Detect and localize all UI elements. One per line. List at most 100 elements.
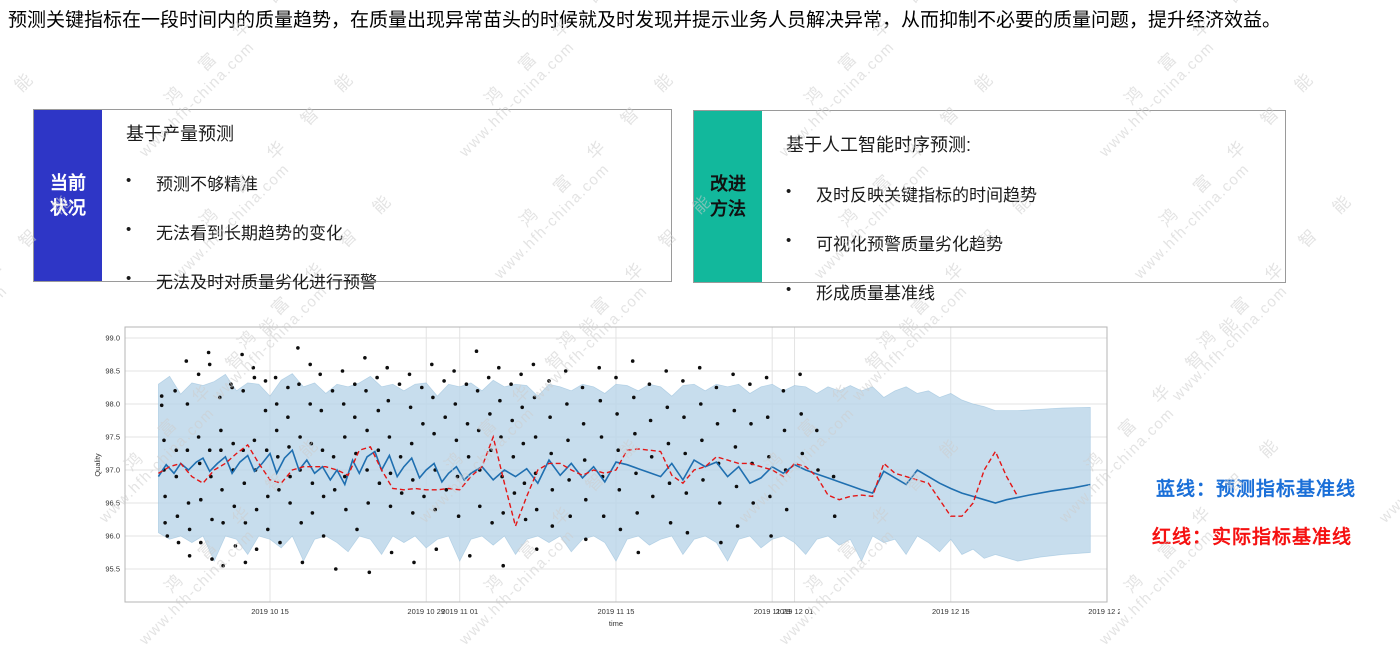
scatter-point	[666, 441, 671, 446]
scatter-point	[584, 537, 588, 542]
plot-frame	[124, 326, 1108, 603]
quality-trend-chart: 95.5 96.0 96.5 97.0 97.5 98.0 98.5 99.0 2019 10 …	[88, 317, 1126, 628]
scatter-point	[599, 435, 604, 439]
scatter-point	[456, 514, 461, 518]
scatter-point	[365, 428, 369, 433]
scatter-point	[174, 474, 179, 479]
scatter-point	[319, 408, 324, 413]
scatter-point	[615, 412, 619, 416]
scatter-point	[523, 517, 528, 522]
bullet-icon: •	[126, 172, 132, 189]
scatter-point	[341, 402, 346, 406]
scatter-point	[511, 455, 516, 459]
scatter-point	[433, 507, 438, 512]
scatter-point	[196, 435, 201, 439]
scatter-point	[455, 474, 460, 479]
scatter-point	[563, 369, 568, 373]
scatter-point	[331, 455, 336, 459]
scatter-point	[464, 382, 469, 386]
scatter-point	[163, 521, 167, 525]
scatter-point	[251, 365, 256, 370]
scatter-point	[582, 458, 587, 462]
scatter-point	[749, 422, 753, 426]
scatter-point	[344, 507, 348, 512]
scatter-point	[254, 547, 259, 551]
scatter-point	[714, 385, 719, 390]
scatter-point	[584, 497, 588, 502]
scatter-point	[308, 402, 312, 406]
x-axis-title: time	[609, 619, 623, 627]
scatter-point	[297, 382, 301, 386]
scatter-point	[388, 471, 393, 476]
scatter-point	[165, 534, 170, 538]
scatter-point	[731, 372, 735, 377]
scatter-point	[366, 501, 371, 505]
scatter-point	[682, 415, 686, 419]
scatter-point	[375, 375, 379, 380]
scatter-point	[376, 408, 381, 413]
scatter-point	[683, 451, 687, 456]
watermark-brand-text: 鸿 富 华 智 能	[0, 427, 11, 597]
scatter-point	[299, 521, 303, 525]
scatter-point	[332, 488, 337, 492]
scatter-point	[497, 365, 501, 370]
scatter-point	[421, 422, 425, 426]
scatter-point	[376, 448, 381, 452]
scatter-point	[254, 507, 259, 512]
bullet-text: 及时反映关键指标的时间趋势	[816, 186, 1037, 205]
scatter-point	[432, 431, 436, 436]
scatter-point	[300, 560, 305, 565]
scatter-point	[207, 362, 212, 367]
scatter-point	[365, 468, 369, 472]
chart-svg: 95.5 96.0 96.5 97.0 97.5 98.0 98.5 99.0 2019 10 …	[88, 317, 1126, 628]
scatter-point	[618, 527, 623, 532]
scatter-point	[364, 389, 368, 393]
scatter-point	[399, 491, 404, 495]
bullet-text: 预测不够精准	[156, 175, 258, 194]
scatter-point	[681, 379, 685, 383]
scatter-point	[243, 560, 248, 565]
scatter-point	[565, 402, 569, 406]
scatter-point	[276, 455, 280, 459]
scatter-point	[206, 350, 211, 355]
scatter-point	[632, 395, 636, 400]
scatter-point	[501, 511, 506, 515]
scatter-point	[831, 474, 836, 479]
scatter-point	[566, 438, 570, 443]
scatter-point	[367, 570, 372, 575]
scatter-point	[476, 428, 481, 433]
scatter-point	[798, 372, 802, 377]
scatter-point	[700, 438, 704, 443]
scatter-point	[240, 352, 244, 357]
y-tick-label: 99.0	[105, 334, 120, 343]
scatter-point	[649, 455, 654, 459]
scatter-point	[210, 517, 214, 522]
scatter-point	[241, 389, 245, 393]
x-tick-label: 2019 10 29	[407, 607, 445, 616]
scatter-point	[475, 389, 480, 393]
scatter-point	[567, 478, 571, 482]
scatter-point	[310, 481, 315, 485]
scatter-point	[377, 481, 382, 485]
scatter-point	[699, 402, 703, 406]
scatter-point	[685, 530, 690, 535]
scatter-point	[310, 511, 315, 515]
scatter-point	[701, 478, 705, 482]
prediction-line	[157, 448, 1091, 504]
scatter-point	[764, 375, 769, 380]
scatter-point	[510, 418, 514, 423]
scatter-point	[387, 435, 392, 439]
scatter-point	[398, 455, 403, 459]
watermark-brand-text: 鸿 富 华 智 能	[1361, 304, 1400, 514]
list-item: • 可视化预警质量劣化趋势	[786, 230, 1277, 255]
scatter-point	[501, 563, 506, 568]
scatter-point	[782, 428, 787, 433]
scatter-point	[568, 514, 572, 518]
scatter-point	[598, 398, 603, 403]
scatter-point	[321, 494, 326, 499]
current-situation-heading: 基于产量预测	[126, 124, 234, 144]
scatter-point	[531, 362, 536, 367]
scatter-point	[309, 441, 314, 446]
scatter-point	[274, 402, 279, 406]
